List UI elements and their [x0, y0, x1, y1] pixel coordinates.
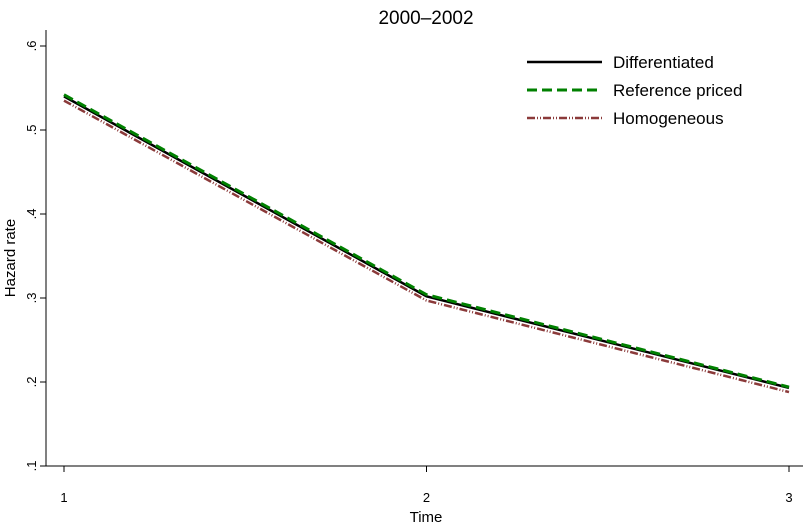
plot-area: .1 .2 .3 .4 .5 .6 1 2 3 — [24, 30, 803, 505]
legend-label: Homogeneous — [613, 109, 724, 128]
y-tick-label: .2 — [24, 377, 39, 388]
y-tick-label: .4 — [24, 209, 39, 220]
series-line-differentiated — [63, 95, 790, 390]
y-tick-label: .3 — [24, 293, 39, 304]
x-axis-title: Time — [410, 509, 443, 526]
series-line-homogeneous — [63, 99, 790, 394]
x-tick-label: 3 — [785, 490, 792, 505]
series-line-reference-priced — [63, 93, 790, 389]
series-lines — [63, 93, 790, 394]
legend: Differentiated Reference priced Homogeneou… — [527, 53, 742, 128]
y-ticks: .1 .2 .3 .4 .5 .6 — [24, 41, 46, 472]
y-tick-label: .1 — [24, 461, 39, 472]
chart-title: 2000–2002 — [378, 8, 473, 29]
x-tick-label: 2 — [423, 490, 430, 505]
legend-label: Differentiated — [613, 53, 714, 72]
y-tick-label: .5 — [24, 125, 39, 136]
y-tick-label: .6 — [24, 41, 39, 52]
x-ticks: 1 2 3 — [60, 466, 793, 505]
x-tick-label: 1 — [60, 490, 67, 505]
legend-label: Reference priced — [613, 81, 742, 100]
y-axis-title: Hazard rate — [2, 219, 19, 297]
